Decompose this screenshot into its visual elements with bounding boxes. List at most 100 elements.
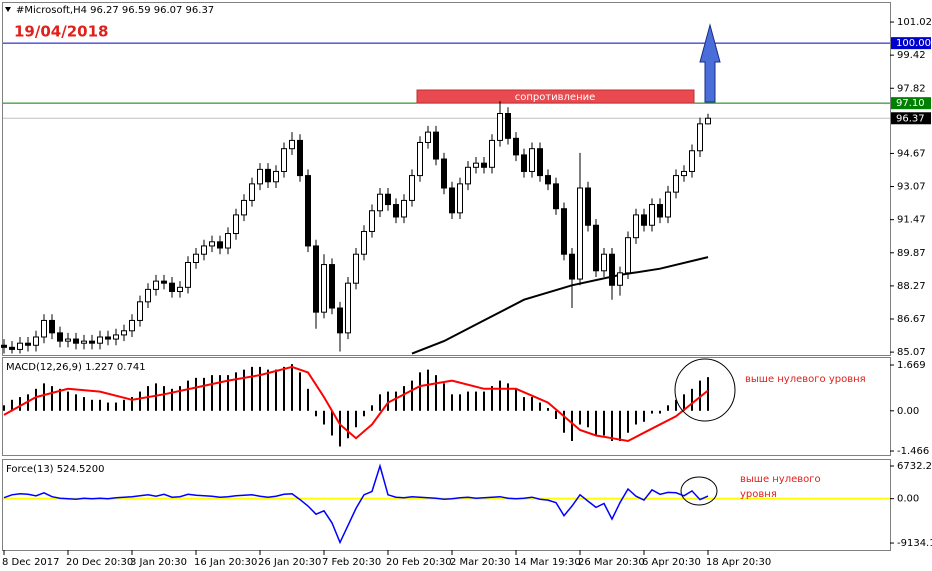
macd-bar — [131, 397, 133, 411]
macd-bar — [163, 386, 165, 411]
force-annotation: выше нулевого — [740, 474, 821, 485]
candle-body — [569, 253, 575, 280]
macd-bar — [467, 391, 469, 411]
candle-body — [337, 307, 343, 334]
x-tick-label: 18 Apr 20:30 — [706, 557, 771, 568]
candle-body — [489, 139, 495, 168]
force-label: Force(13) 524.5200 — [6, 464, 104, 475]
candle-body — [641, 214, 647, 226]
macd-bar — [147, 386, 149, 411]
candle-body — [561, 208, 567, 255]
macd-bar — [691, 388, 693, 411]
candle-body — [329, 264, 335, 309]
candle-body — [649, 204, 655, 226]
chart-title: #Microsoft,H4 96.27 96.59 96.07 96.37 — [16, 5, 214, 16]
candle-body — [193, 253, 199, 263]
macd-bar — [243, 369, 245, 411]
candle-body — [657, 204, 663, 218]
candle-body — [81, 340, 87, 344]
candle-body — [465, 166, 471, 185]
candle-body — [249, 183, 255, 201]
macd-bar — [155, 383, 157, 411]
candle-body — [305, 175, 311, 247]
candle-body — [377, 193, 383, 212]
candle-body — [593, 224, 599, 272]
macd-bar — [651, 410, 653, 414]
candle-body — [433, 131, 439, 160]
macd-bar — [123, 399, 125, 411]
level-label-box — [891, 37, 931, 50]
macd-bar — [35, 388, 37, 411]
force-line — [3, 463, 709, 545]
macd-bar — [363, 410, 365, 417]
macd-bar — [523, 397, 525, 411]
macd-bar — [211, 375, 213, 411]
macd-bar — [427, 369, 429, 411]
macd-bar — [419, 372, 421, 411]
macd-bar — [67, 391, 69, 411]
macd-bar — [563, 410, 565, 433]
candle-body — [217, 241, 223, 249]
x-tick-label: 26 Mar 20:30 — [578, 557, 645, 568]
candle-body — [473, 162, 479, 168]
macd-bar — [707, 377, 709, 411]
candle-body — [73, 338, 79, 344]
candle-body — [89, 340, 95, 344]
candle-body — [617, 272, 623, 286]
macd-bar — [331, 410, 333, 436]
level-label-box — [891, 112, 931, 125]
candle-body — [1, 344, 7, 348]
candle-body — [537, 148, 543, 177]
candle-body — [457, 183, 463, 214]
macd-bar — [491, 386, 493, 411]
price-panel — [2, 2, 891, 356]
macd-bar — [283, 366, 285, 411]
y-tick-label: 0.00 — [897, 494, 919, 505]
x-tick-label: 8 Dec 2017 — [2, 557, 60, 568]
candle-body — [345, 282, 351, 334]
macd-bar — [475, 391, 477, 411]
macd-bar — [315, 410, 317, 417]
macd-bar — [115, 402, 117, 411]
macd-bar — [627, 410, 629, 433]
macd-bar — [379, 394, 381, 411]
y-tick-label: -1.466 — [897, 446, 929, 457]
y-tick-label: 93.07 — [897, 182, 926, 193]
candle-body — [321, 264, 327, 313]
macd-bar — [603, 410, 605, 436]
y-tick-label: 91.47 — [897, 215, 926, 226]
macd-bar — [579, 410, 581, 425]
x-tick-label: 20 Dec 20:30 — [66, 557, 133, 568]
macd-bar — [299, 372, 301, 411]
candle-body — [137, 301, 143, 321]
macd-bar — [203, 377, 205, 411]
candle-body — [57, 332, 63, 342]
macd-bar — [275, 369, 277, 411]
candle-body — [313, 245, 319, 313]
macd-bar — [619, 410, 621, 441]
x-tick-label: 16 Jan 20:30 — [194, 557, 257, 568]
x-tick-label: 3 Jan 20:30 — [130, 557, 187, 568]
macd-bar — [571, 410, 573, 441]
x-tick-label: 2 Mar 20:30 — [450, 557, 510, 568]
force-annotation: уровня — [740, 489, 777, 500]
candle-body — [209, 241, 215, 247]
candle-body — [529, 148, 535, 172]
x-tick-label: 14 Mar 19:30 — [514, 557, 581, 568]
candle-body — [289, 139, 295, 150]
candle-body — [201, 245, 207, 255]
moving-average — [411, 256, 709, 355]
macd-bar — [347, 410, 349, 439]
macd-bar — [267, 369, 269, 411]
macd-bar — [307, 388, 309, 411]
candle-body — [273, 170, 279, 183]
y-tick-label: 101.02 — [897, 17, 932, 28]
level-label: 97.10 — [896, 98, 925, 109]
up-arrow — [699, 23, 721, 103]
candle-body — [241, 199, 247, 216]
candle-body — [545, 175, 551, 185]
macd-bar — [683, 394, 685, 411]
macd-bar — [355, 410, 357, 428]
macd-bar — [11, 399, 13, 411]
y-tick-label: -9134.14 — [897, 538, 932, 549]
